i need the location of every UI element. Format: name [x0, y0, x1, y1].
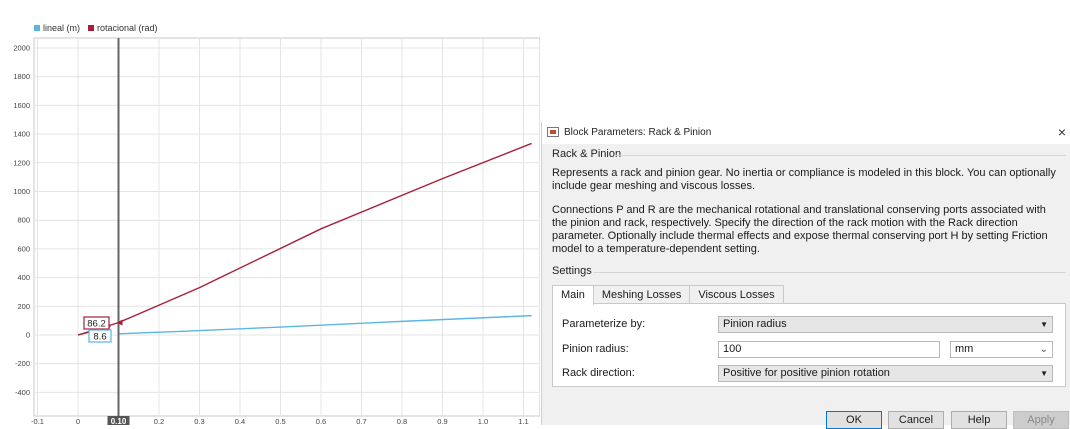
- x-tick-label: 1.1: [518, 417, 528, 425]
- x-tick-label: -0.1: [31, 417, 44, 425]
- y-tick-label: 200: [17, 302, 30, 311]
- block-description-1: Represents a rack and pinion gear. No in…: [552, 167, 1056, 192]
- pinion-radius-label: Pinion radius:: [562, 343, 629, 355]
- y-tick-label: 1200: [13, 158, 30, 167]
- pinion-radius-value: 100: [723, 343, 742, 355]
- series-line-rotacional: [77, 142, 532, 336]
- simulink-block-icon: [547, 127, 559, 137]
- legend-swatch-rotacional: [88, 25, 95, 31]
- dialog-title: Block Parameters: Rack & Pinion: [564, 127, 712, 138]
- block-name-label: Rack & Pinion: [552, 148, 622, 160]
- block-description-2: Connections P and R are the mechanical r…: [552, 204, 1048, 255]
- settings-label: Settings: [552, 265, 592, 277]
- help-button[interactable]: Help: [951, 411, 1007, 429]
- cursor-value-rotacional: 86.2: [87, 319, 106, 330]
- legend-label-rotacional: rotacional (rad): [97, 23, 158, 33]
- x-tick-label: 0.3: [194, 417, 204, 425]
- y-tick-label: 1400: [13, 130, 30, 139]
- apply-button[interactable]: Apply: [1013, 411, 1069, 429]
- close-icon[interactable]: ×: [1057, 124, 1066, 140]
- legend-item-lineal: lineal (m): [34, 23, 80, 33]
- x-tick-label: 0.2: [154, 417, 164, 425]
- x-tick-label: 0.8: [397, 417, 407, 425]
- dropdown-arrow-icon: ▼: [1040, 320, 1048, 329]
- x-tick-label: 0.4: [235, 417, 245, 425]
- cursor-value-lineal: 8.6: [93, 332, 106, 343]
- y-tick-label: -200: [15, 359, 30, 368]
- parameterize-by-value: Pinion radius: [723, 318, 787, 330]
- y-tick-label: 2000: [13, 44, 30, 53]
- block-parameters-dialog: Block Parameters: Rack & Pinion × Rack &…: [541, 122, 1070, 429]
- plot-legend: lineal (m) rotacional (rad): [34, 23, 158, 33]
- y-tick-label: 0: [26, 331, 30, 340]
- tab-meshing-losses[interactable]: Meshing Losses: [592, 285, 691, 304]
- rack-direction-label: Rack direction:: [562, 367, 635, 379]
- pinion-radius-unit-value: mm: [955, 343, 974, 355]
- settings-tabs: Main Meshing Losses Viscous Losses: [552, 285, 784, 305]
- rack-direction-value: Positive for positive pinion rotation: [723, 367, 890, 379]
- x-tick-label: 0: [76, 417, 80, 425]
- legend-item-rotacional: rotacional (rad): [88, 23, 158, 33]
- ok-button[interactable]: OK: [826, 411, 882, 429]
- x-tick-label: 1.0: [478, 417, 488, 425]
- legend-label-lineal: lineal (m): [43, 23, 81, 33]
- rack-direction-select[interactable]: Positive for positive pinion rotation ▼: [718, 365, 1053, 382]
- plot-canvas[interactable]: 2000180016001400120010008006004002000-20…: [0, 0, 540, 425]
- parameterize-by-select[interactable]: Pinion radius ▼: [718, 316, 1053, 333]
- series-line-lineal: [118, 314, 532, 335]
- plot-area: [33, 37, 540, 417]
- y-tick-label: -400: [15, 388, 30, 397]
- y-tick-label: 800: [17, 216, 30, 225]
- data-cursor-label-bg: [107, 416, 130, 425]
- x-tick-label: 0.9: [437, 417, 447, 425]
- main-tab-panel: Parameterize by: Pinion radius ▼ Pinion …: [552, 303, 1066, 387]
- y-tick-label: 600: [17, 244, 30, 253]
- x-tick-label: 0.5: [275, 417, 285, 425]
- legend-swatch-lineal: [34, 25, 40, 31]
- pinion-radius-unit-select[interactable]: mm ⌄: [950, 341, 1053, 358]
- data-cursor-label: 0.10: [111, 417, 127, 425]
- tab-main[interactable]: Main: [552, 285, 594, 305]
- scope-plot: lineal (m) rotacional (rad) 2000 1800 1600…: [0, 0, 540, 425]
- chevron-down-icon: ⌄: [1039, 344, 1048, 355]
- settings-group-divider: [594, 272, 1066, 273]
- y-tick-label: 1600: [13, 101, 30, 110]
- y-tick-label: 1800: [13, 72, 30, 81]
- tab-viscous-losses[interactable]: Viscous Losses: [689, 285, 784, 304]
- cursor-marker-rotacional: [116, 319, 123, 326]
- y-tick-label: 1000: [13, 187, 30, 196]
- y-tick-label: 400: [17, 273, 30, 282]
- block-group-divider: [614, 155, 1066, 156]
- x-tick-label: 0.6: [316, 417, 326, 425]
- x-tick-label: 0.7: [356, 417, 366, 425]
- dropdown-arrow-icon: ▼: [1040, 369, 1048, 378]
- cursor-value-box-lineal: [88, 329, 112, 343]
- cursor-value-box-rotacional: [83, 316, 110, 330]
- dialog-titlebar[interactable]: Block Parameters: Rack & Pinion ×: [542, 122, 1070, 144]
- parameterize-by-label: Parameterize by:: [562, 318, 646, 330]
- pinion-radius-input[interactable]: 100: [718, 341, 940, 358]
- cancel-button[interactable]: Cancel: [888, 411, 944, 429]
